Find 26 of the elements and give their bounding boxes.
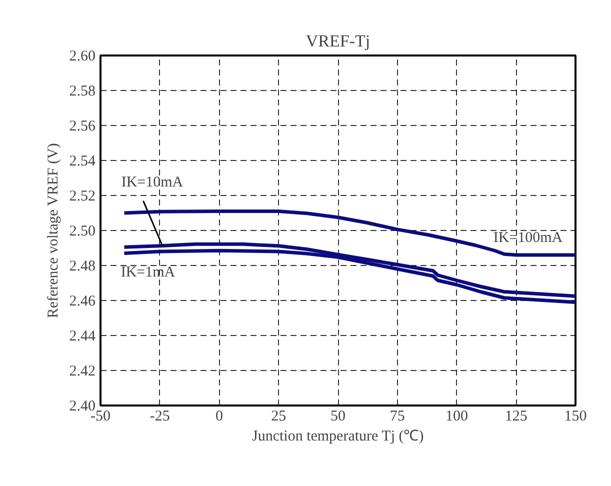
x-tick-label: 150 bbox=[564, 408, 587, 424]
x-tick-label: 125 bbox=[504, 408, 528, 424]
y-axis-title: Reference voltage VREF (V) bbox=[45, 143, 62, 318]
annotation: IK=100mA bbox=[493, 230, 563, 246]
y-tick-label: 2.52 bbox=[69, 188, 96, 204]
x-tick-label: 0 bbox=[216, 408, 223, 424]
x-axis-title: Junction temperature Tj (℃) bbox=[252, 428, 424, 444]
y-tick-label: 2.58 bbox=[69, 84, 96, 100]
y-tick-label: 2.50 bbox=[69, 224, 96, 240]
y-tick-label: 2.48 bbox=[69, 258, 96, 274]
y-tick-label: 2.40 bbox=[69, 398, 96, 414]
y-tick-label: 2.54 bbox=[69, 154, 96, 170]
x-tick-label: 50 bbox=[330, 408, 346, 424]
y-tick-label: 2.44 bbox=[69, 328, 96, 344]
y-tick-label: 2.46 bbox=[69, 294, 96, 310]
line-series bbox=[122, 210, 576, 257]
x-tick-label: 75 bbox=[390, 408, 405, 424]
x-tick-label: 25 bbox=[271, 408, 286, 424]
y-tick-label: 2.60 bbox=[69, 48, 96, 64]
y-tick-label: 2.42 bbox=[69, 364, 96, 380]
chart-title: VREF-Tj bbox=[306, 32, 370, 50]
x-tick-label: -25 bbox=[150, 408, 170, 424]
y-tick-label: 2.56 bbox=[69, 118, 96, 134]
x-tick-label: 100 bbox=[446, 408, 468, 424]
annotation: IK=1mA bbox=[120, 264, 176, 280]
annotation: IK=10mA bbox=[121, 174, 184, 190]
